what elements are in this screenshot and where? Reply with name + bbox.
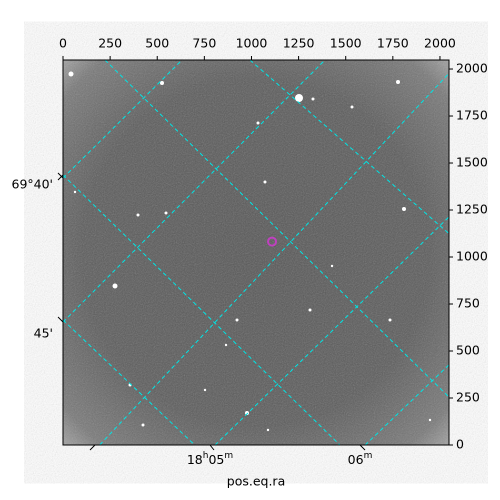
x-tick-label: 1750	[377, 36, 409, 51]
wcs-grid	[63, 60, 449, 445]
y-tick-label: 2000	[456, 61, 488, 76]
y-tick-label: 500	[456, 343, 480, 358]
y-tick-label: 1500	[456, 155, 488, 170]
x-tick-label: 1250	[283, 36, 315, 51]
wcs-ticks	[57, 172, 366, 451]
ra-label: 18h05m	[187, 451, 233, 467]
y-tick-label: 0	[456, 437, 464, 452]
y-tick-label: 250	[456, 390, 480, 405]
x-tick-label: 250	[98, 36, 122, 51]
x-tick-label: 500	[145, 36, 169, 51]
ra-label: 06m	[348, 451, 373, 467]
y-tick-label: 1250	[456, 202, 488, 217]
x-tick-label: 1000	[236, 36, 268, 51]
frame	[62, 59, 450, 446]
dec-label: 45'	[34, 326, 53, 341]
y-tick-label: 750	[456, 296, 480, 311]
y-tick-label: 1750	[456, 108, 488, 123]
stars	[68, 71, 432, 432]
x-tick-label: 1500	[330, 36, 362, 51]
x-tick-label: 750	[192, 36, 216, 51]
x-tick-label: 0	[59, 36, 67, 51]
y-tick-label: 1000	[456, 249, 488, 264]
target-marker	[267, 236, 278, 247]
x-axis-label: pos.eq.ra	[227, 474, 285, 489]
x-tick-label: 2000	[424, 36, 456, 51]
dec-label: 69°40'	[12, 177, 54, 192]
image	[63, 60, 449, 445]
